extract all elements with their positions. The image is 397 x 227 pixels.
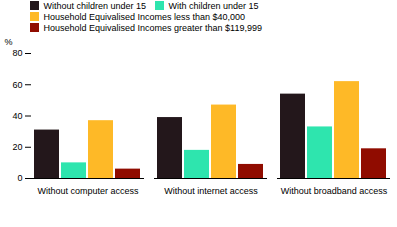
svg-text:60: 60 bbox=[12, 80, 22, 90]
html-text:Household Equivalised Incomes: Household Equivalised Incomes greater th… bbox=[43, 22, 262, 33]
svg-text:40: 40 bbox=[12, 111, 22, 121]
svg-text:80: 80 bbox=[12, 48, 22, 58]
html-text:Without children under 15: Without children under 15 bbox=[43, 0, 147, 11]
svg-text:0: 0 bbox=[17, 173, 22, 183]
svg-text:%: % bbox=[5, 37, 13, 47]
html-text:Household Equivalised Incomes: Household Equivalised Incomes less than … bbox=[43, 11, 246, 22]
svg-text:Without broadband access: Without broadband access bbox=[281, 186, 388, 196]
html-text:With children under 15: With children under 15 bbox=[168, 0, 259, 11]
svg-text:20: 20 bbox=[12, 142, 22, 152]
svg-text:Without internet access: Without internet access bbox=[164, 186, 258, 196]
svg-text:Without computer access: Without computer access bbox=[37, 186, 139, 196]
